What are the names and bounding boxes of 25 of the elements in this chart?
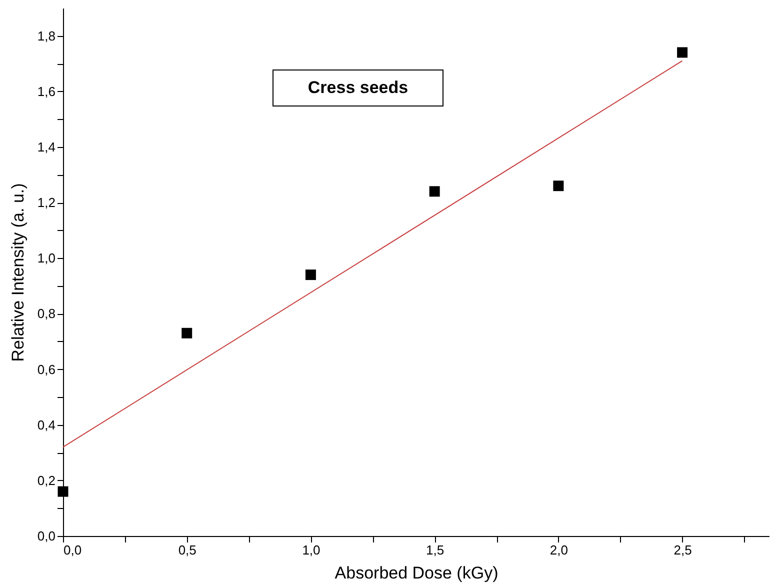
y-tick-label: 1,2: [37, 195, 56, 210]
x-tick-label: 0,5: [178, 542, 196, 558]
y-tick-label: 0,8: [37, 306, 56, 322]
x-tick-label: 0,0: [64, 542, 82, 558]
point: [182, 328, 192, 338]
annotation: Cress seeds: [308, 78, 408, 97]
y-tick-label: 0,2: [37, 472, 56, 488]
y-axis-title: Relative Intensity (a. u.): [8, 183, 28, 362]
y-tick-label: 0,6: [37, 362, 56, 377]
y-tick-label: 1,6: [37, 84, 56, 99]
x-tick-label: 1,5: [426, 542, 444, 558]
y-tick-label: 0,0: [37, 528, 56, 544]
y-tick-label: 1,0: [37, 250, 56, 266]
point: [429, 186, 440, 197]
y-tick-label: 1,4: [37, 139, 56, 154]
x-axis-title: Absorbed Dose (kGy): [334, 564, 498, 582]
point: [553, 180, 564, 192]
x-tick-label: 2,5: [674, 542, 692, 558]
x-tick-label: 2,0: [550, 542, 568, 558]
point: [305, 270, 316, 280]
x-tick-label: 1,0: [302, 542, 320, 558]
point: [677, 47, 688, 58]
point: [58, 486, 68, 497]
y-tick-label: 1,8: [37, 28, 56, 44]
y-tick-label: 0,4: [37, 417, 56, 432]
